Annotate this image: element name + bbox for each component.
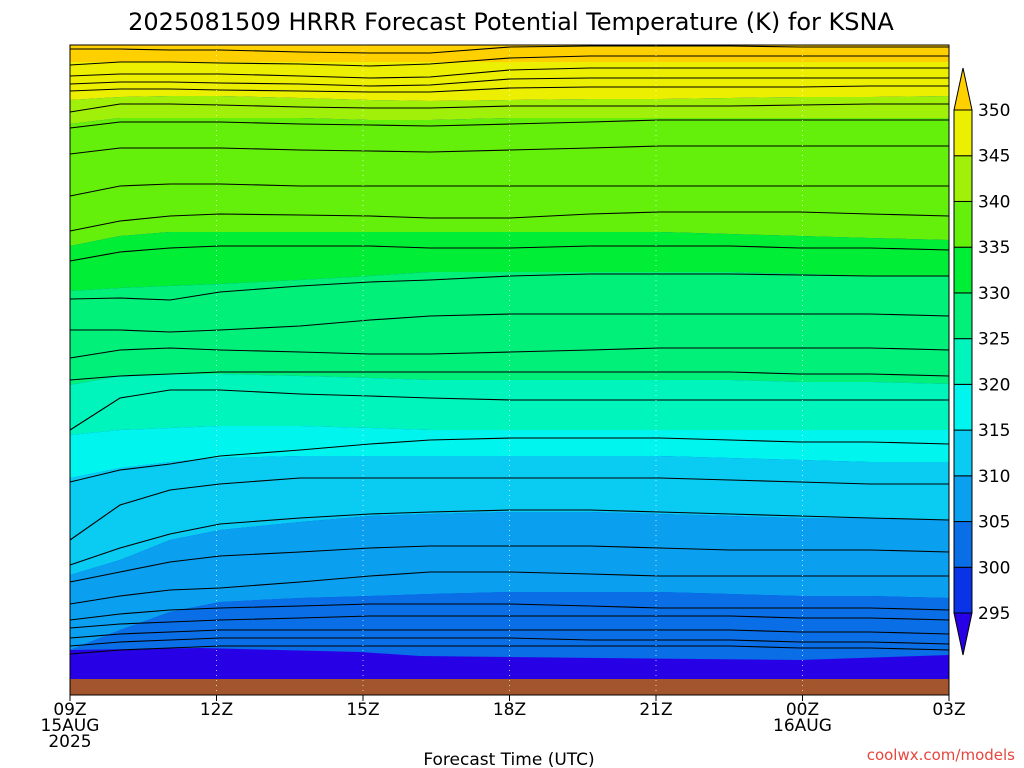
colorbar-label: 330	[978, 284, 1010, 304]
ground-terrain	[70, 679, 949, 695]
colorbar-swatch	[953, 521, 973, 568]
colorbar-swatch	[953, 475, 973, 523]
contour-line	[70, 45, 949, 54]
contour-line	[69, 55, 949, 67]
x-tick-label: 15AUG	[41, 716, 100, 736]
contour-line	[69, 437, 950, 483]
shaded-band	[70, 456, 949, 575]
colorbar-swatch	[953, 109, 973, 157]
contour-line	[69, 347, 950, 359]
contour-line	[69, 629, 950, 639]
contour-line	[69, 477, 949, 541]
colorbar-swatch	[953, 383, 973, 431]
contour-line	[69, 509, 950, 566]
x-tick-label: 2025	[48, 732, 91, 752]
colorbar-label: 305	[978, 513, 1010, 533]
colorbar-label: 335	[978, 238, 1010, 258]
colorbar-label: 325	[978, 330, 1010, 350]
contour-lines	[69, 45, 950, 655]
x-tick-label: 15Z	[346, 700, 379, 720]
contour-line	[69, 77, 949, 87]
contour-line	[70, 313, 950, 333]
colorbar-swatch	[953, 246, 973, 294]
contour-line	[69, 67, 949, 79]
credit-text: coolwx.com/models	[867, 746, 1015, 764]
colorbar-top-arrow	[953, 67, 973, 111]
contour-line	[69, 211, 950, 232]
colorbar-swatch	[953, 200, 973, 248]
colorbar: 295 300 305 310 315 320 325 330 335 340 345 350	[953, 67, 1010, 656]
shaded-band	[70, 272, 949, 385]
x-tick-label: 00Z	[786, 700, 819, 720]
shaded-bands	[70, 45, 949, 695]
x-tick-label: 09Z	[53, 700, 86, 720]
contour-line	[69, 545, 950, 583]
contour-line	[69, 637, 950, 647]
x-axis-title: Forecast Time (UTC)	[423, 750, 594, 768]
contour-line	[69, 183, 949, 197]
colorbar-label: 320	[978, 375, 1010, 395]
shaded-band	[70, 648, 949, 680]
colorbar-label: 315	[978, 421, 1010, 441]
colorbar-swatch	[953, 292, 973, 340]
colorbar-swatch	[953, 566, 973, 614]
contour-line	[69, 615, 950, 629]
contour-line	[69, 389, 949, 431]
colorbar-swatch	[953, 338, 973, 385]
x-tick-label: 03Z	[932, 700, 965, 720]
shaded-band	[70, 45, 949, 62]
colorbar-swatch	[953, 429, 973, 477]
shaded-band	[70, 374, 949, 435]
contour-line	[69, 103, 949, 113]
contour-line	[69, 273, 949, 301]
contour-line	[69, 571, 949, 605]
chart-title: 2025081509 HRRR Forecast Potential Tempe…	[128, 8, 894, 36]
colorbar-label: 340	[978, 192, 1010, 212]
shaded-band	[70, 232, 949, 291]
x-tick-label: 12Z	[200, 700, 233, 720]
colorbar-bottom-arrow	[953, 612, 973, 656]
colorbar-label: 345	[978, 147, 1010, 167]
x-tick-label: 16AUG	[773, 716, 832, 736]
colorbar-label: 295	[978, 604, 1010, 624]
x-tick-label: 18Z	[493, 700, 526, 720]
colorbar-label: 300	[978, 558, 1010, 578]
contour-line	[69, 371, 950, 381]
shaded-band	[70, 118, 949, 246]
contour-line	[69, 119, 949, 129]
contour-line	[69, 603, 950, 621]
contour-line	[69, 145, 949, 155]
x-tick-label: 21Z	[639, 700, 672, 720]
shaded-band	[70, 426, 949, 478]
contour-line	[69, 85, 949, 93]
colorbar-label: 310	[978, 467, 1010, 487]
colorbar-label: 350	[978, 101, 1010, 121]
ground-terrain	[70, 679, 949, 695]
contour-line	[69, 245, 950, 262]
contour-line	[69, 645, 950, 655]
colorbar-swatch	[953, 155, 973, 202]
